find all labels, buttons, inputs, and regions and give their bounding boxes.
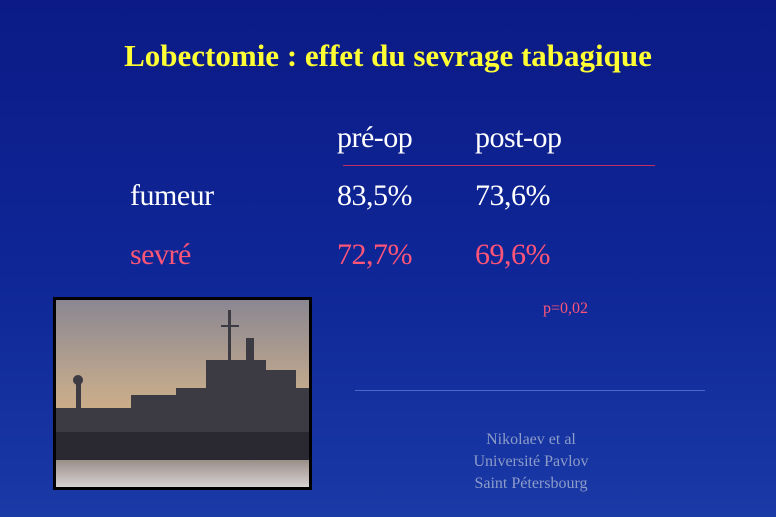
- source-line: Nikolaev et al: [486, 431, 576, 448]
- cell: 83,5%: [337, 179, 413, 212]
- p-value: p=0,02: [543, 300, 589, 317]
- title: Lobectomie : effet du sevrage tabagique: [124, 38, 652, 73]
- column-header: post-op: [475, 121, 562, 154]
- source-line: Saint Pétersbourg: [474, 475, 588, 492]
- photo: [53, 297, 312, 490]
- row-label: sevré: [130, 238, 191, 271]
- source-rule: [355, 390, 705, 391]
- cell: 69,6%: [475, 238, 551, 271]
- row-label: fumeur: [130, 179, 214, 212]
- cell: 73,6%: [475, 179, 551, 212]
- cell: 72,7%: [337, 238, 413, 271]
- header-rule: [343, 165, 655, 166]
- column-header: pré-op: [337, 121, 413, 154]
- source-line: Université Pavlov: [473, 453, 589, 470]
